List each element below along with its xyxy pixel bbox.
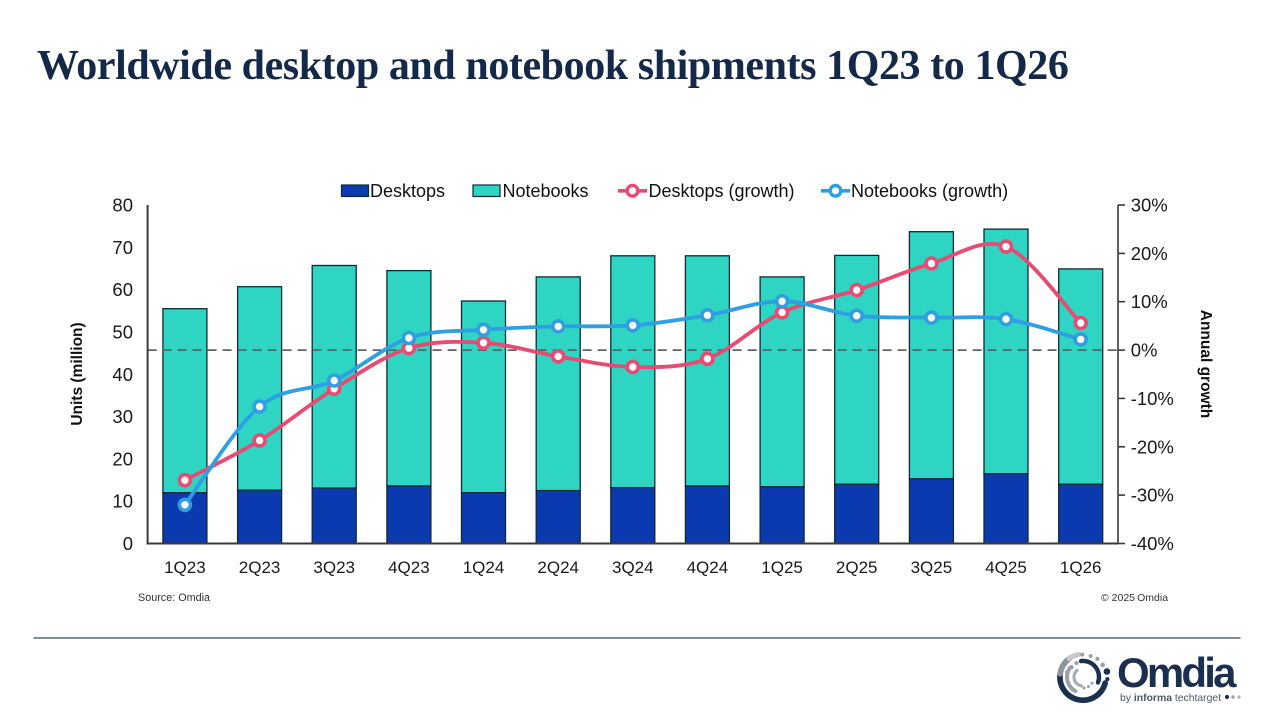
svg-text:Source: Omdia: Source: Omdia	[138, 592, 210, 604]
svg-text:10: 10	[112, 491, 133, 512]
svg-text:1Q25: 1Q25	[761, 558, 803, 577]
svg-text:3Q25: 3Q25	[911, 558, 953, 577]
svg-text:10%: 10%	[1131, 291, 1168, 312]
svg-text:-40%: -40%	[1131, 533, 1174, 554]
svg-text:2Q23: 2Q23	[239, 558, 281, 577]
svg-text:2Q25: 2Q25	[836, 558, 878, 577]
svg-text:80: 80	[112, 195, 133, 216]
svg-text:60: 60	[112, 279, 133, 300]
svg-text:4Q23: 4Q23	[388, 558, 430, 577]
svg-text:Units (million): Units (million)	[69, 322, 86, 425]
svg-text:© 2025 Omdia: © 2025 Omdia	[1101, 592, 1168, 604]
svg-text:by informa techtarget: by informa techtarget	[1120, 693, 1221, 704]
svg-text:Omdia: Omdia	[1117, 649, 1237, 696]
svg-text:4Q24: 4Q24	[687, 558, 729, 577]
svg-text:30: 30	[112, 406, 133, 427]
svg-text:3Q24: 3Q24	[612, 558, 654, 577]
svg-text:70: 70	[112, 237, 133, 258]
svg-text:Desktops: Desktops	[370, 181, 445, 201]
svg-text:Annual growth: Annual growth	[1197, 310, 1214, 419]
svg-text:-10%: -10%	[1131, 388, 1174, 409]
svg-text:0: 0	[123, 533, 133, 554]
svg-text:3Q23: 3Q23	[313, 558, 355, 577]
svg-text:50: 50	[112, 321, 133, 342]
svg-text:Notebooks: Notebooks	[503, 181, 589, 201]
svg-text:1Q24: 1Q24	[463, 558, 505, 577]
svg-text:1Q26: 1Q26	[1060, 558, 1102, 577]
svg-text:2Q24: 2Q24	[537, 558, 579, 577]
svg-text:20%: 20%	[1131, 243, 1168, 264]
svg-text:Notebooks (growth): Notebooks (growth)	[851, 181, 1008, 201]
svg-text:-30%: -30%	[1131, 485, 1174, 506]
svg-text:30%: 30%	[1131, 195, 1168, 216]
svg-text:Desktops (growth): Desktops (growth)	[649, 181, 795, 201]
svg-text:20: 20	[112, 448, 133, 469]
svg-text:40: 40	[112, 364, 133, 385]
svg-text:4Q25: 4Q25	[985, 558, 1027, 577]
svg-text:1Q23: 1Q23	[164, 558, 206, 577]
svg-text:-20%: -20%	[1131, 436, 1174, 457]
svg-text:0%: 0%	[1131, 340, 1158, 361]
